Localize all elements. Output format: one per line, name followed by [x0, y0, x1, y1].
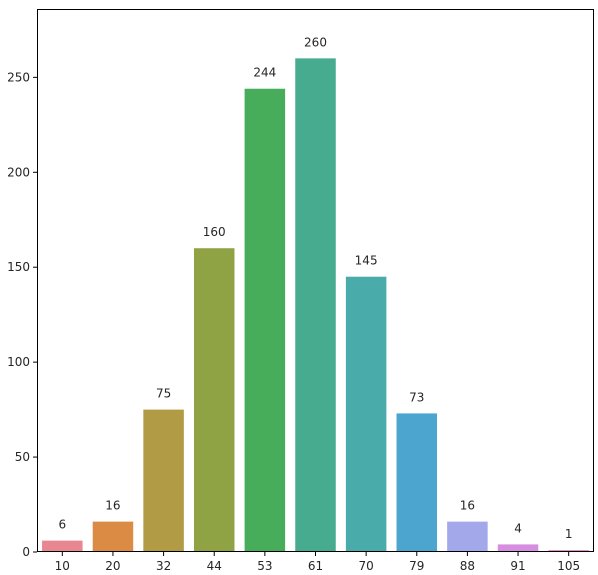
x-axis: 10 20 32 44 53 61 70 79 88 91 105 — [55, 552, 580, 573]
data-label-70: 145 — [355, 254, 378, 268]
data-label-88: 16 — [460, 499, 475, 513]
y-tick-label-0: 0 — [22, 545, 30, 559]
bar-44 — [193, 248, 235, 552]
x-tick-label-79: 79 — [409, 559, 424, 573]
data-label-61: 260 — [304, 35, 327, 49]
x-tick-label-88: 88 — [460, 559, 475, 573]
y-tick-label-150: 150 — [7, 260, 30, 274]
bars-group — [42, 58, 589, 553]
y-tick-label-50: 50 — [15, 450, 30, 464]
bar-79 — [396, 413, 438, 552]
data-label-10: 6 — [58, 518, 66, 532]
x-tick-label-61: 61 — [308, 559, 323, 573]
bar-32 — [143, 409, 184, 552]
x-tick-label-44: 44 — [207, 559, 222, 573]
y-tick-label-250: 250 — [7, 70, 30, 84]
bar-70 — [345, 276, 387, 552]
data-labels-group: 6 16 75 160 244 260 145 73 16 4 1 — [58, 35, 572, 541]
bar-53 — [244, 88, 286, 553]
x-tick-label-91: 91 — [510, 559, 525, 573]
bar-91 — [497, 544, 539, 552]
x-tick-label-20: 20 — [105, 559, 120, 573]
data-label-91: 4 — [514, 521, 522, 535]
bar-61 — [295, 58, 336, 553]
x-tick-label-32: 32 — [156, 559, 171, 573]
x-tick-label-53: 53 — [257, 559, 272, 573]
x-tick-label-10: 10 — [55, 559, 70, 573]
bar-10 — [42, 540, 83, 552]
x-tick-label-105: 105 — [557, 559, 580, 573]
data-label-44: 160 — [203, 225, 226, 239]
data-label-32: 75 — [156, 387, 171, 401]
data-label-20: 16 — [105, 499, 120, 513]
y-tick-label-100: 100 — [7, 355, 30, 369]
x-tick-label-70: 70 — [358, 559, 373, 573]
bar-20 — [92, 521, 134, 552]
data-label-105: 1 — [565, 527, 573, 541]
y-tick-label-200: 200 — [7, 165, 30, 179]
bar-88 — [447, 521, 488, 552]
data-label-53: 244 — [253, 66, 276, 80]
data-label-79: 73 — [409, 390, 424, 404]
plot-frame — [37, 9, 594, 552]
y-axis: 0 50 100 150 200 250 — [7, 70, 37, 559]
